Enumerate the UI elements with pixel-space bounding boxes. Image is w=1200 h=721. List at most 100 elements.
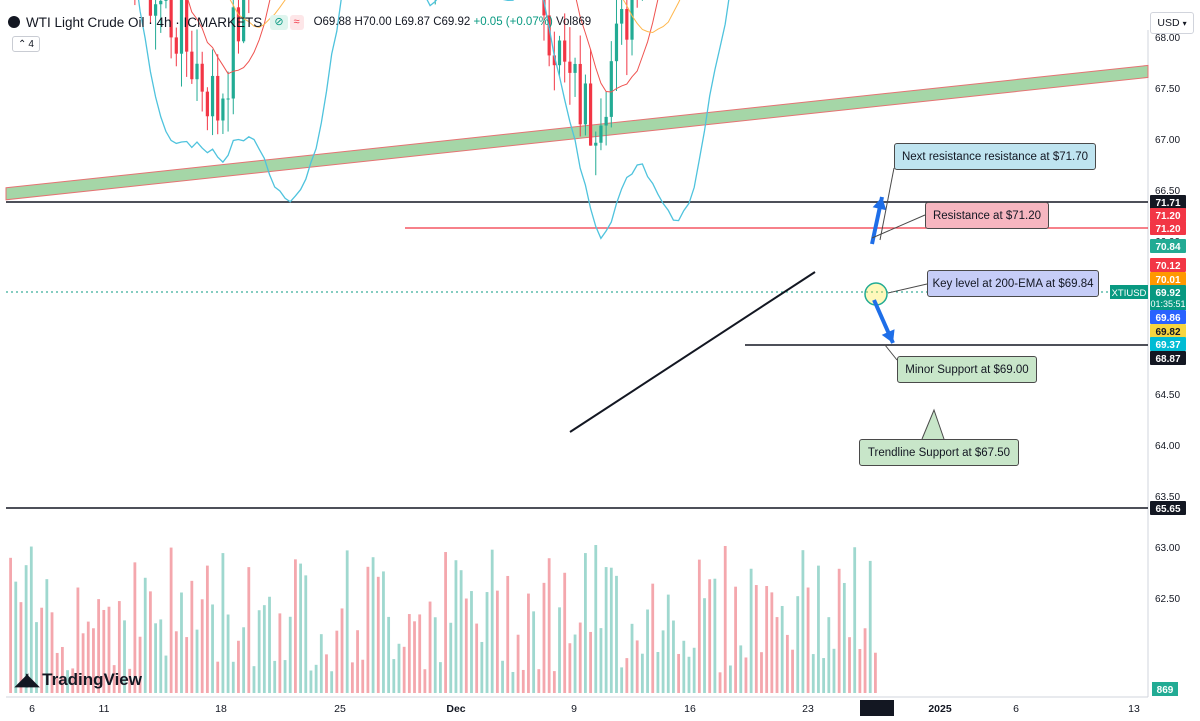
- volume-bar: [237, 640, 240, 693]
- volume-bar: [666, 594, 670, 693]
- volume-bar: [50, 612, 54, 693]
- volume-bar: [687, 656, 691, 693]
- tradingview-logo[interactable]: ◢◣ TradingView: [15, 670, 142, 690]
- volume-bar: [578, 622, 582, 693]
- annotation-resistance[interactable]: Resistance at $71.20: [925, 202, 1049, 229]
- candle-body: [221, 98, 225, 121]
- note-pointer: [871, 214, 926, 239]
- x-tick-label: 25: [334, 703, 346, 715]
- volume-bar: [713, 578, 717, 693]
- volume-bar: [299, 563, 302, 693]
- price-tag-label: 69.37: [1155, 340, 1180, 351]
- candlestick-series: [134, 0, 643, 176]
- volume-bar: [615, 575, 618, 693]
- volume-bar: [325, 654, 328, 693]
- candle-body: [594, 142, 598, 146]
- data-status-badge[interactable]: ⊘: [270, 14, 288, 30]
- currency-select[interactable]: USD ▾: [1150, 12, 1194, 34]
- volume-bar: [485, 592, 489, 693]
- annotation-next-resistance[interactable]: Next resistance resistance at $71.70: [894, 143, 1096, 170]
- volume-bar: [516, 634, 520, 693]
- candle-body: [200, 63, 204, 92]
- volume-bar: [133, 562, 137, 693]
- y-tick-label: 66.50: [1155, 186, 1180, 197]
- volume-bar: [288, 616, 292, 693]
- volume-bar: [495, 590, 499, 693]
- candle-body: [552, 55, 556, 66]
- volume-bar: [609, 567, 613, 693]
- price-tag: [1150, 351, 1186, 365]
- candle-body: [195, 63, 199, 80]
- annotation-trendline-support[interactable]: Trendline Support at $67.50: [859, 439, 1019, 466]
- candle-body: [620, 8, 624, 24]
- x-tick-label: 11: [99, 703, 110, 715]
- x-tick-label: Dec: [446, 703, 465, 715]
- volume-bar: [102, 609, 106, 693]
- volume-bar: [252, 666, 256, 693]
- volume-bar: [226, 614, 230, 693]
- volume-bar: [547, 558, 551, 693]
- volume-bar: [796, 596, 800, 693]
- volume-bar: [231, 661, 235, 693]
- candle-body: [568, 61, 572, 73]
- volume-bar: [729, 665, 732, 693]
- chevron-up-icon: ⌃: [18, 38, 27, 50]
- volume-bar: [749, 568, 753, 693]
- candle-body: [578, 63, 582, 125]
- note-pointer: [879, 167, 895, 241]
- volume-series: [9, 545, 877, 693]
- volume-bar: [366, 566, 370, 693]
- low-value: L69.87: [394, 16, 430, 28]
- price-tag-label: 71.20: [1155, 224, 1180, 235]
- volume-bar: [646, 609, 649, 693]
- volume-bar: [9, 557, 12, 693]
- volume-bar: [221, 553, 225, 693]
- volume-tag: [1152, 682, 1178, 696]
- volume-bar: [470, 591, 473, 693]
- volume-bar: [604, 567, 608, 693]
- chart-title[interactable]: WTI Light Crude Oil · 4h · ICMARKETS: [26, 14, 263, 30]
- volume-bar: [811, 654, 815, 693]
- volume-bar: [24, 565, 28, 693]
- volume-bar: [81, 633, 85, 693]
- volume-bar: [656, 652, 660, 693]
- candle-body: [174, 37, 178, 54]
- arrow-down-head: [881, 329, 895, 343]
- candle-body: [609, 61, 613, 117]
- indicator-collapse-button[interactable]: ⌃ 4: [12, 36, 40, 52]
- volume-bar: [149, 591, 152, 693]
- volume-bar: [630, 623, 634, 693]
- y-tick-label: 64.50: [1155, 390, 1180, 401]
- candle-body: [583, 83, 588, 125]
- annotation-key-level[interactable]: Key level at 200-EMA at $69.84: [927, 270, 1099, 297]
- price-tag: [1150, 501, 1186, 515]
- volume-bar: [863, 628, 867, 693]
- candle-body: [625, 8, 629, 40]
- price-tag: [1150, 208, 1186, 222]
- volume-bar: [428, 601, 432, 693]
- volume-bar: [672, 620, 675, 693]
- volume-bar: [584, 553, 587, 693]
- volume-bar: [739, 645, 743, 693]
- volume-bar: [164, 655, 168, 693]
- volume-bar: [868, 560, 872, 693]
- volume-bar: [552, 671, 556, 693]
- volume-bar: [760, 652, 763, 693]
- price-tag-label: 70.01: [1155, 275, 1180, 286]
- volume-bar: [55, 652, 59, 693]
- volume-bar: [697, 559, 701, 693]
- volume-bar: [449, 622, 453, 693]
- volume-bar: [542, 582, 546, 693]
- indicator-count: 4: [28, 38, 34, 50]
- market-status-badge[interactable]: ≈: [289, 14, 304, 30]
- volume-bar: [708, 579, 712, 693]
- volume-bar: [76, 587, 80, 693]
- candle-body: [148, 0, 153, 16]
- volume-bar: [382, 571, 385, 693]
- annotation-minor-support[interactable]: Minor Support at $69.00: [897, 356, 1037, 383]
- volume-bar: [568, 643, 572, 693]
- candle-body: [599, 125, 603, 143]
- volume-bar: [640, 653, 644, 693]
- volume-bar: [827, 617, 831, 693]
- arrow-up-head: [872, 197, 887, 211]
